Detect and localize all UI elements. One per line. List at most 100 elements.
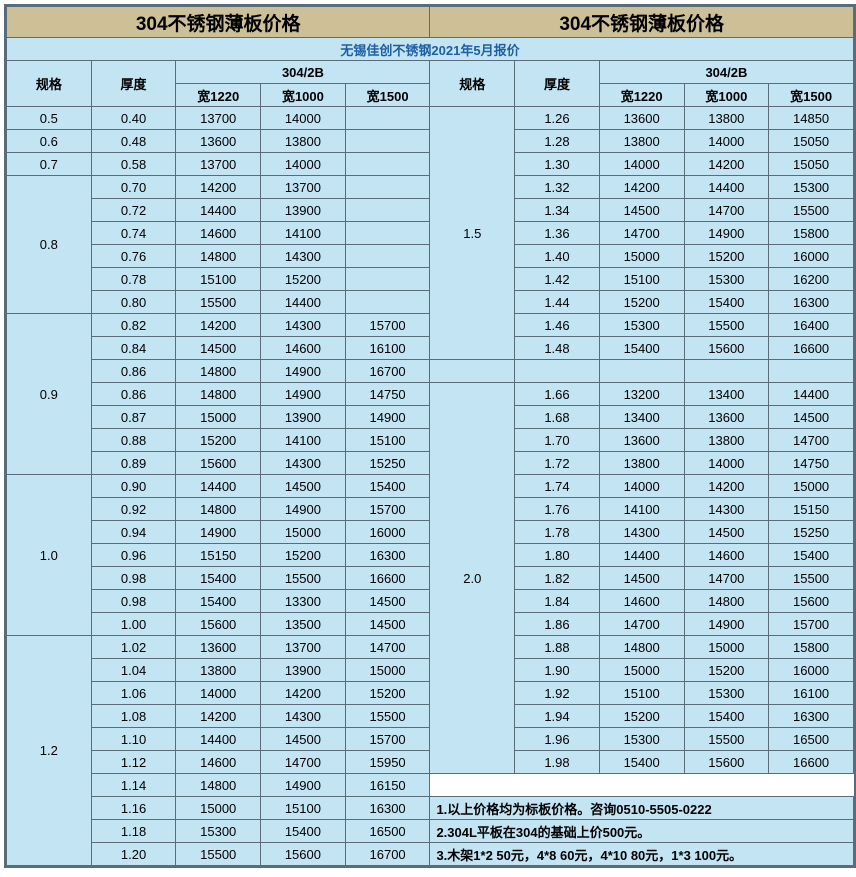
data-cell: 14900 [261,360,346,383]
data-cell: 16000 [345,521,430,544]
data-cell: 1.20 [91,843,176,866]
spec-cell: 1.0 [7,475,92,636]
data-cell: 16300 [769,705,854,728]
data-cell: 13700 [176,107,261,130]
data-cell: 14000 [599,475,684,498]
data-cell: 1.40 [515,245,600,268]
data-cell: 15200 [261,544,346,567]
data-cell: 1.00 [91,613,176,636]
data-cell: 0.98 [91,590,176,613]
spec-cell: 1.2 [7,636,92,866]
data-cell: 14300 [261,705,346,728]
data-cell: 15400 [261,820,346,843]
col-thick: 厚度 [91,61,176,107]
data-cell: 0.92 [91,498,176,521]
data-cell: 13200 [599,383,684,406]
data-cell: 14600 [176,222,261,245]
price-table: 304不锈钢薄板价格304不锈钢薄板价格 无锡佳创不锈钢2021年5月报价 规格… [6,6,854,866]
data-cell: 14200 [176,705,261,728]
data-cell: 15500 [684,728,769,751]
data-cell: 1.70 [515,429,600,452]
data-cell: 16500 [345,820,430,843]
data-cell: 14800 [176,774,261,797]
data-cell: 14200 [176,176,261,199]
data-cell: 15500 [345,705,430,728]
data-cell: 15300 [176,820,261,843]
data-cell: 13400 [684,383,769,406]
data-cell: 13900 [261,199,346,222]
data-cell: 15400 [176,590,261,613]
data-cell [345,130,430,153]
data-cell: 14900 [345,406,430,429]
subtitle: 无锡佳创不锈钢2021年5月报价 [7,38,854,61]
data-cell: 13600 [684,406,769,429]
data-cell [345,291,430,314]
data-cell: 1.02 [91,636,176,659]
data-cell: 14000 [261,107,346,130]
data-cell: 15400 [684,291,769,314]
col-w2-r: 宽1000 [684,84,769,107]
data-cell: 14900 [684,222,769,245]
data-cell: 1.32 [515,176,600,199]
data-cell: 0.74 [91,222,176,245]
data-cell: 15700 [345,728,430,751]
data-cell: 14200 [176,314,261,337]
data-cell: 15200 [684,659,769,682]
data-cell: 15400 [345,475,430,498]
data-cell: 14500 [769,406,854,429]
data-cell: 13800 [684,429,769,452]
data-cell: 13800 [599,452,684,475]
data-cell: 13800 [684,107,769,130]
data-cell: 14750 [345,383,430,406]
data-cell: 1.72 [515,452,600,475]
data-cell: 15200 [684,245,769,268]
data-cell: 0.80 [91,291,176,314]
spec-cell [430,360,515,383]
data-cell: 14100 [261,429,346,452]
data-cell: 15700 [345,498,430,521]
data-cell: 13800 [599,130,684,153]
data-cell: 1.78 [515,521,600,544]
data-cell: 13600 [176,636,261,659]
data-cell: 14200 [599,176,684,199]
data-cell: 14850 [769,107,854,130]
data-cell: 14000 [261,153,346,176]
data-cell: 15000 [599,659,684,682]
data-cell: 1.98 [515,751,600,774]
data-cell: 16300 [345,797,430,820]
data-cell: 15300 [769,176,854,199]
data-cell: 16300 [769,291,854,314]
data-cell: 13600 [176,130,261,153]
data-cell: 1.18 [91,820,176,843]
data-cell: 15000 [261,521,346,544]
data-cell: 1.48 [515,337,600,360]
data-cell: 14700 [684,199,769,222]
data-cell: 15500 [769,199,854,222]
data-cell: 16700 [345,360,430,383]
data-cell: 13700 [176,153,261,176]
data-cell: 14400 [176,475,261,498]
data-cell: 0.87 [91,406,176,429]
data-cell: 1.12 [91,751,176,774]
data-cell: 14900 [176,521,261,544]
data-cell: 15100 [599,682,684,705]
data-cell: 1.94 [515,705,600,728]
data-cell: 0.98 [91,567,176,590]
data-cell: 15400 [684,705,769,728]
data-cell: 15600 [684,751,769,774]
data-cell: 14000 [599,153,684,176]
data-cell: 14300 [261,245,346,268]
data-cell: 14400 [176,728,261,751]
data-cell: 15300 [599,314,684,337]
data-cell: 15100 [261,797,346,820]
data-cell: 15700 [345,314,430,337]
data-cell: 15000 [599,245,684,268]
data-cell: 14800 [599,636,684,659]
data-cell: 15150 [769,498,854,521]
data-cell: 14800 [176,498,261,521]
data-cell: 1.26 [515,107,600,130]
data-cell: 1.36 [515,222,600,245]
data-cell: 1.90 [515,659,600,682]
data-cell: 13500 [261,613,346,636]
data-cell: 1.34 [515,199,600,222]
